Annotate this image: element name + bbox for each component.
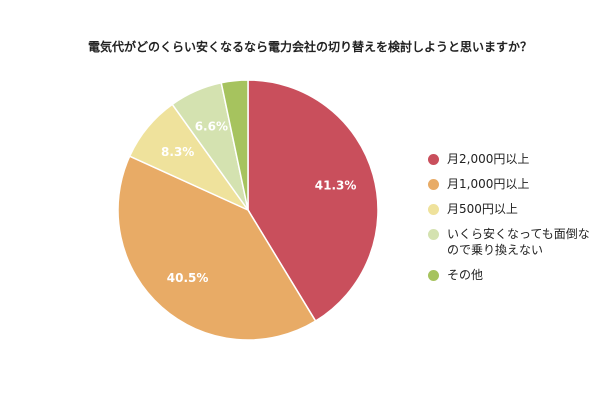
- pie-slice-1: [247, 79, 379, 323]
- slice-value-label-1: 41.3%: [315, 178, 357, 192]
- legend-item: 月500円以上: [428, 201, 600, 217]
- slice-value-label-2: 40.5%: [167, 271, 209, 285]
- legend: 月2,000円以上 月1,000円以上 月500円以上いくら安くなっても面倒なので乗…: [428, 151, 600, 292]
- legend-swatch: [428, 154, 439, 165]
- legend-swatch: [428, 179, 439, 190]
- legend-label: 月500円以上: [447, 202, 518, 216]
- legend-item: いくら安くなっても面倒なので乗り換えない: [428, 226, 600, 258]
- slice-value-label-3: 8.3%: [161, 145, 194, 159]
- legend-item: その他: [428, 267, 600, 283]
- legend-swatch: [428, 204, 439, 215]
- legend-swatch: [428, 270, 439, 281]
- legend-item: 月2,000円以上: [428, 151, 600, 167]
- pie-slices: [117, 79, 379, 341]
- pie-slice-5: [220, 79, 249, 211]
- pie-slice-2: [117, 155, 317, 341]
- legend-label: 月1,000円以上: [447, 177, 530, 191]
- chart-title: 電気代がどのくらい安くなるなら電力会社の切り替えを検討しようと思いますか？: [87, 40, 532, 54]
- slice-value-label-4: 6.6%: [195, 120, 228, 134]
- legend-item: 月1,000円以上: [428, 176, 600, 192]
- legend-label: 月2,000円以上: [447, 152, 530, 166]
- legend-label: いくら安くなっても面倒なので乗り換えない: [447, 227, 590, 257]
- legend-swatch: [428, 229, 439, 240]
- legend-label: その他: [447, 268, 484, 282]
- pie-value-labels: 41.3% 40.5% 8.3%6.6%: [161, 120, 356, 285]
